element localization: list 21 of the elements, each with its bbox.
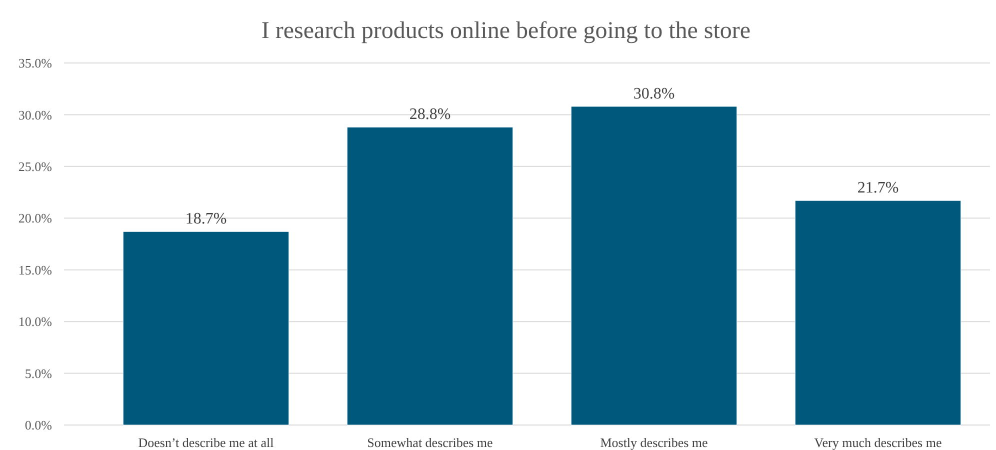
bar (570, 106, 738, 426)
y-tick-label: 0.0% (24, 418, 52, 433)
x-tick-label: Somewhat describes me (367, 435, 494, 450)
data-label: 28.8% (409, 106, 451, 124)
x-tick-label: Doesn’t describe me at all (138, 435, 274, 450)
y-tick-label: 25.0% (18, 158, 52, 174)
bar (794, 200, 962, 426)
x-tick-label: Very much describes me (814, 435, 942, 450)
data-label: 30.8% (633, 85, 675, 102)
data-label: 21.7% (857, 180, 899, 197)
y-tick-label: 20.0% (18, 210, 52, 226)
y-tick-label: 35.0% (18, 56, 52, 71)
bar (346, 126, 514, 426)
y-tick-label: 15.0% (18, 262, 52, 278)
data-label: 18.7% (185, 210, 227, 228)
y-tick-label: 10.0% (18, 314, 52, 330)
y-tick-label: 5.0% (24, 366, 52, 381)
x-tick-label: Mostly describes me (600, 435, 708, 450)
y-tick-label: 30.0% (18, 107, 52, 122)
bar (122, 231, 290, 426)
chart-title: I research products online before going to the store (261, 18, 751, 44)
